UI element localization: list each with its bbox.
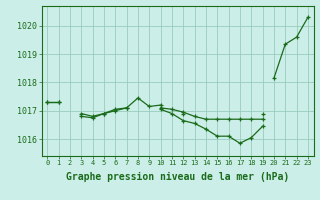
- X-axis label: Graphe pression niveau de la mer (hPa): Graphe pression niveau de la mer (hPa): [66, 172, 289, 182]
